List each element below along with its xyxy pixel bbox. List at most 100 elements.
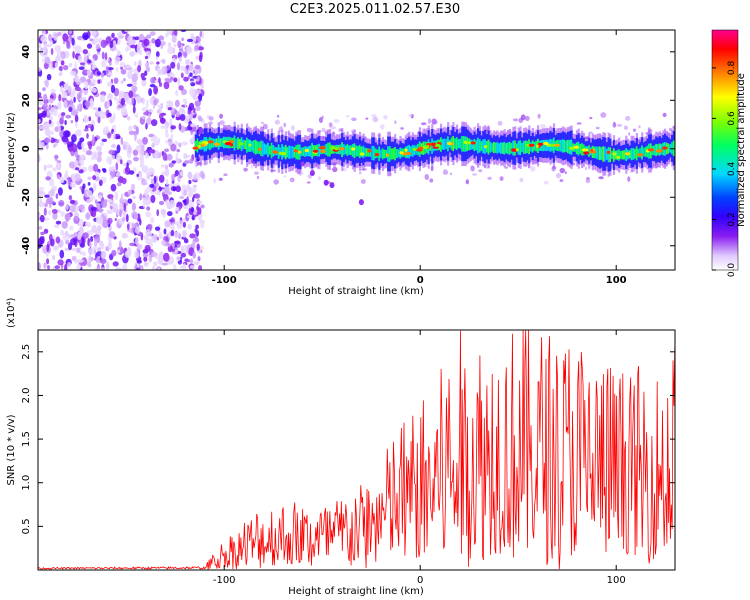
band-core [346, 143, 349, 156]
noise-speckle [87, 59, 92, 64]
noise-speckle [88, 116, 92, 122]
noise-speckle [88, 141, 92, 150]
noise-speckle [39, 197, 42, 203]
band-core [524, 140, 527, 154]
noise-speckle [166, 100, 173, 105]
noise-speckle [148, 88, 153, 97]
noise-speckle [50, 88, 56, 94]
band-core [256, 141, 259, 154]
noise-speckle [79, 186, 83, 190]
faint-speckle [586, 177, 590, 180]
noise-speckle [83, 116, 89, 123]
band-core [480, 141, 483, 151]
noise-speckle [164, 220, 171, 228]
noise-speckle [86, 133, 89, 139]
spectrogram-axes: -100 0 100 -40 -20 0 20 40 [21, 30, 675, 286]
noise-speckle [121, 177, 127, 185]
noise-speckle [140, 144, 145, 152]
colorbar-gradient [711, 29, 739, 271]
noise-speckle [68, 176, 71, 186]
band-core [544, 139, 547, 151]
noise-speckle [65, 230, 69, 237]
noise-speckle [137, 65, 142, 73]
noise-speckle [107, 67, 114, 71]
noise-speckle [196, 200, 203, 204]
noise-speckle [170, 143, 177, 152]
noise-speckle [146, 206, 151, 211]
faint-speckle [638, 125, 641, 129]
noise-speckle [99, 94, 106, 103]
noise-speckle [77, 259, 84, 263]
band-core [397, 149, 400, 158]
noise-speckle [56, 174, 61, 180]
noise-speckle [149, 149, 156, 154]
band-core [369, 148, 372, 157]
noise-speckle [107, 132, 112, 139]
faint-speckle [254, 171, 259, 175]
noise-speckle [174, 240, 181, 245]
band-core [609, 147, 612, 163]
noise-speckle [60, 60, 65, 66]
noise-speckle [87, 123, 92, 129]
noise-speckle [107, 112, 112, 118]
noise-speckle [110, 166, 115, 172]
faint-speckle [218, 177, 223, 181]
noise-speckle [102, 111, 106, 115]
noise-speckle [46, 110, 50, 117]
noise-speckle [144, 244, 151, 252]
band-hotspot [338, 147, 345, 151]
faint-speckle [201, 173, 206, 180]
noise-speckle [153, 99, 158, 106]
noise-speckle [89, 98, 94, 106]
noise-speckle [72, 143, 78, 153]
colorbar: 0.0 0.2 0.4 0.6 0.8 Normalized spectral ampl… [711, 29, 747, 277]
noise-speckle [144, 70, 148, 76]
noise-speckle [186, 196, 190, 205]
noise-speckle [120, 80, 124, 85]
band-core [667, 143, 670, 154]
noise-speckle [145, 211, 152, 218]
band-core [611, 150, 614, 159]
noise-speckle [94, 38, 101, 44]
band-core [404, 146, 407, 158]
noise-speckle [38, 186, 45, 191]
noise-speckle [198, 93, 203, 102]
noise-speckle [107, 93, 113, 102]
noise-speckle [150, 178, 154, 185]
noise-speckle [171, 34, 177, 43]
noise-speckle [60, 211, 65, 217]
noise-speckle [142, 97, 145, 105]
faint-speckle [192, 174, 198, 181]
noise-speckle [95, 202, 101, 209]
band-core [464, 136, 467, 152]
band-core [291, 146, 294, 159]
faint-speckle [612, 121, 617, 128]
noise-speckle [124, 94, 128, 102]
noise-speckle [63, 83, 68, 90]
noise-speckle [111, 32, 115, 39]
noise-speckle [48, 33, 52, 42]
faint-speckle [332, 131, 335, 137]
noise-speckle [174, 249, 179, 254]
noise-speckle [82, 183, 86, 190]
band-core [561, 139, 564, 153]
band-core [630, 148, 633, 161]
noise-speckle [196, 76, 200, 82]
noise-speckle [187, 110, 192, 115]
faint-speckle [424, 174, 430, 180]
faint-speckle [588, 131, 593, 134]
noise-speckle [67, 85, 72, 94]
band-core [302, 147, 305, 157]
noise-speckle [82, 232, 89, 239]
faint-speckle [633, 128, 636, 132]
band-core [388, 146, 391, 162]
noise-speckle [49, 178, 55, 187]
noise-speckle [69, 98, 74, 108]
noise-speckle [152, 105, 156, 109]
noise-speckle [85, 212, 91, 220]
noise-speckle [42, 30, 46, 37]
band-hotspot [616, 155, 621, 159]
band-core [521, 142, 524, 152]
noise-speckle [181, 37, 184, 42]
noise-speckle [122, 264, 127, 270]
